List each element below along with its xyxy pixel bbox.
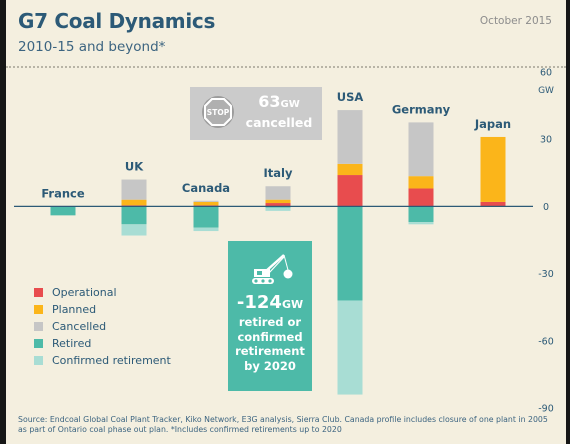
- retired-label-line: retirement: [235, 344, 305, 358]
- y-tick-label: -60: [538, 336, 554, 347]
- legend-label: Cancelled: [52, 320, 107, 333]
- legend-swatch: [34, 339, 43, 348]
- category-label-uk: UK: [125, 160, 144, 174]
- bar-france-retired: [50, 206, 76, 216]
- legend-swatch: [34, 322, 43, 331]
- legend-swatch: [34, 288, 43, 297]
- retired-label-line: confirmed: [237, 329, 303, 344]
- legend-label: Operational: [52, 286, 117, 299]
- legend-item-planned: Planned: [34, 301, 171, 318]
- legend-swatch: [34, 305, 43, 314]
- bar-uk-planned: [121, 199, 147, 206]
- bar-usa-retired: [337, 206, 363, 301]
- retired-label-line: by 2020: [244, 358, 296, 373]
- bar-usa-planned: [337, 163, 363, 176]
- y-tick-label: -30: [538, 269, 554, 280]
- retired-label: retired or confirmed retirement by 2020: [228, 315, 312, 373]
- bar-italy-confirmed-retirement: [265, 207, 291, 211]
- bar-germany-cancelled: [408, 122, 434, 177]
- bar-canada-cancelled: [193, 200, 219, 202]
- legend-label: Retired: [52, 337, 92, 350]
- bar-germany-confirmed-retirement: [408, 222, 434, 225]
- category-label-germany: Germany: [392, 102, 451, 116]
- y-tick-label: 30: [540, 135, 552, 146]
- category-label-france: France: [41, 186, 85, 200]
- bar-canada-planned: [193, 201, 219, 206]
- legend-item-cancelled: Cancelled: [34, 318, 171, 335]
- bar-uk-cancelled: [121, 179, 147, 200]
- bar-chart: France UK Canada Italy USA Germany Japan 60 30 0 -…: [14, 68, 554, 415]
- y-tick-label: 0: [543, 202, 549, 213]
- bar-canada-confirmed-retirement: [193, 227, 219, 232]
- bar-germany-planned: [408, 176, 434, 189]
- category-label-canada: Canada: [182, 181, 230, 195]
- legend-swatch: [34, 356, 43, 365]
- bar-germany-retired: [408, 206, 434, 223]
- y-tick-label: -90: [538, 404, 554, 415]
- stop-sign-icon: STOP: [202, 96, 234, 128]
- bar-usa-operational: [337, 175, 363, 207]
- bar-canada-retired: [193, 206, 219, 228]
- legend-label: Planned: [52, 303, 97, 316]
- retired-label-line: retired or: [238, 315, 302, 329]
- bar-italy-operational: [265, 203, 291, 207]
- legend-item-retired: Retired: [34, 335, 171, 352]
- retired-value: -124GW: [236, 292, 304, 313]
- stop-sign-text: STOP: [207, 108, 230, 117]
- wrecking-crane-icon: [252, 254, 293, 284]
- legend-item-confirmed-retirement: Confirmed retirement: [34, 352, 171, 369]
- bar-japan-planned: [480, 136, 506, 202]
- y-axis-unit: GW: [538, 86, 554, 96]
- legend-label: Confirmed retirement: [52, 354, 171, 367]
- category-label-usa: USA: [337, 90, 364, 104]
- y-tick-label: 60: [540, 68, 552, 79]
- cancelled-label: cancelled: [245, 115, 313, 130]
- bar-germany-operational: [408, 188, 434, 207]
- header-divider: [6, 66, 566, 68]
- legend: Operational Planned Cancelled Retired Confir…: [34, 284, 171, 369]
- category-label-italy: Italy: [264, 166, 293, 180]
- bar-japan-operational: [480, 201, 506, 207]
- legend-item-operational: Operational: [34, 284, 171, 301]
- category-label-japan: Japan: [474, 117, 511, 131]
- bar-usa-cancelled: [337, 110, 363, 164]
- bar-uk-confirmed-retirement: [121, 224, 147, 236]
- bar-uk-retired: [121, 206, 147, 225]
- bar-italy-cancelled: [265, 186, 291, 200]
- cancelled-value: 63GW: [258, 92, 300, 111]
- bar-usa-confirmed-retirement: [337, 300, 363, 395]
- chart-date: October 2015: [479, 15, 552, 27]
- bar-italy-planned: [265, 199, 291, 204]
- chart-title: G7 Coal Dynamics: [18, 9, 216, 33]
- chart-subtitle: 2010-15 and beyond*: [18, 39, 166, 55]
- source-note: Source: Endcoal Global Coal Plant Tracke…: [18, 415, 548, 434]
